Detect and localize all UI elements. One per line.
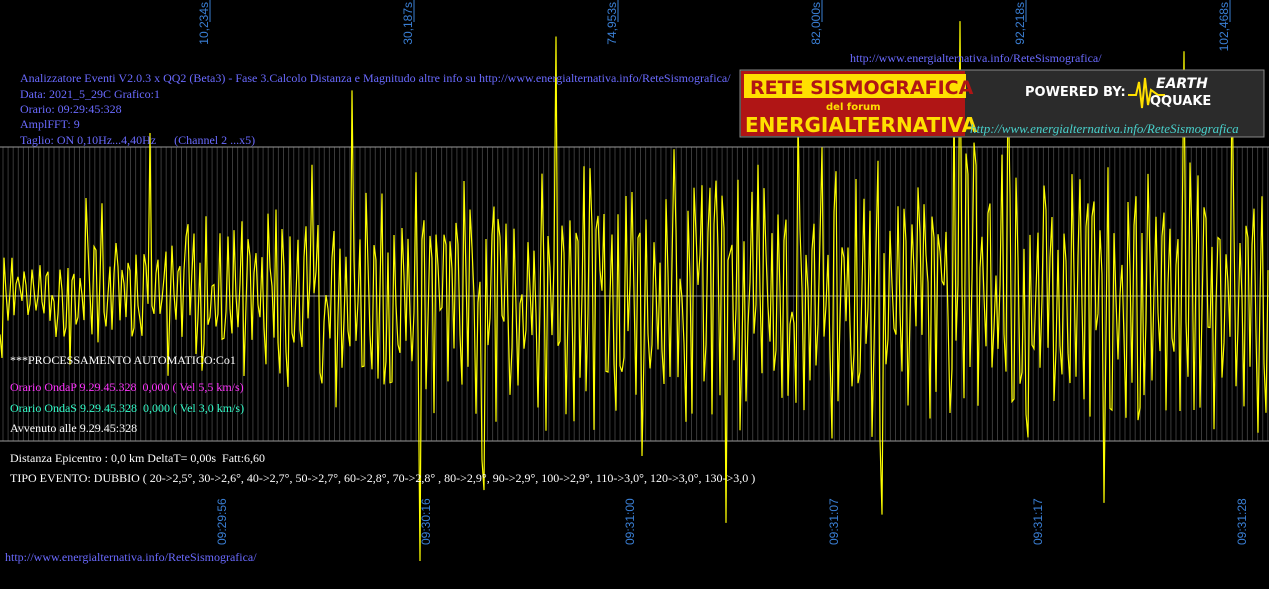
header-line: AmplFFT: 9 [20,117,80,131]
clock-label: 09:31:07 [827,498,841,545]
logo-subtitle: del forum [826,102,881,113]
event-type: TIPO EVENTO: DUBBIO ( 20->2,5°, 30->2,6°… [10,471,755,485]
header-line: Analizzatore Eventi V2.0.3 x QQ2 (Beta3)… [20,71,731,85]
logo-powered: POWERED BY: [1025,85,1126,100]
clock-label: 09:31:17 [1031,498,1045,545]
clock-label: 09:31:00 [623,498,637,545]
logo-yellow [744,74,966,98]
wave-s: Orario OndaS 9.29.45.328 0,000 ( Vel 3,0… [10,401,244,415]
time-marks: 10,234s 30,187s 74,953s 82,000s 92,218s 102,4… [197,0,1249,545]
logo-brand-bottom: QQUAKE [1150,94,1211,109]
header-line: Taglio: ON 0,10Hz...4,40Hz (Channel 2 ..… [20,133,255,147]
offset-label: 92,218s [1013,2,1027,45]
seismic-trace [0,21,1269,562]
logo-brand-top: EARTH [1156,76,1208,92]
occurred: Avvenuto alle 9.29.45:328 [10,421,137,435]
header-line: Orario: 09:29:45:328 [20,102,122,116]
waveform [0,21,1269,562]
distance: Distanza Epicentro : 0,0 km DeltaT= 0,00… [10,451,265,465]
logo-title: RETE SISMOGRAFICA [750,77,974,99]
logo-url: http://www.energialternativa.info/ReteSi… [970,121,1239,136]
clock-label: 09:29:56 [215,498,229,545]
footer-url: http://www.energialternativa.info/ReteSi… [5,550,257,564]
clock-label: 09:31:28 [1235,498,1249,545]
clock-label: 09:30:16 [419,498,433,545]
offset-label: 30,187s [401,2,415,45]
header: Analizzatore Eventi V2.0.3 x QQ2 (Beta3)… [20,71,731,147]
wave-p: Orario OndaP 9.29.45.328 0,000 ( Vel 5,5… [10,380,244,394]
offset-label: 82,000s [809,2,823,45]
header-line: Data: 2021_5_29C Grafico:1 [20,87,160,101]
offset-label: 10,234s [197,2,211,45]
offset-label: 102,468s [1217,2,1231,51]
offset-label: 74,953s [605,2,619,45]
processing: ***PROCESSAMENTO AUTOMATICO:Co1 Orario O… [10,353,755,485]
logo: RETE SISMOGRAFICA del forum ENERGIALTERN… [739,69,1265,138]
processing-title: ***PROCESSAMENTO AUTOMATICO:Co1 [10,353,236,367]
logo-name: ENERGIALTERNATIVA [745,113,978,137]
top-url: http://www.energialternativa.info/ReteSi… [850,51,1102,65]
logo-wave-icon [1128,77,1165,109]
